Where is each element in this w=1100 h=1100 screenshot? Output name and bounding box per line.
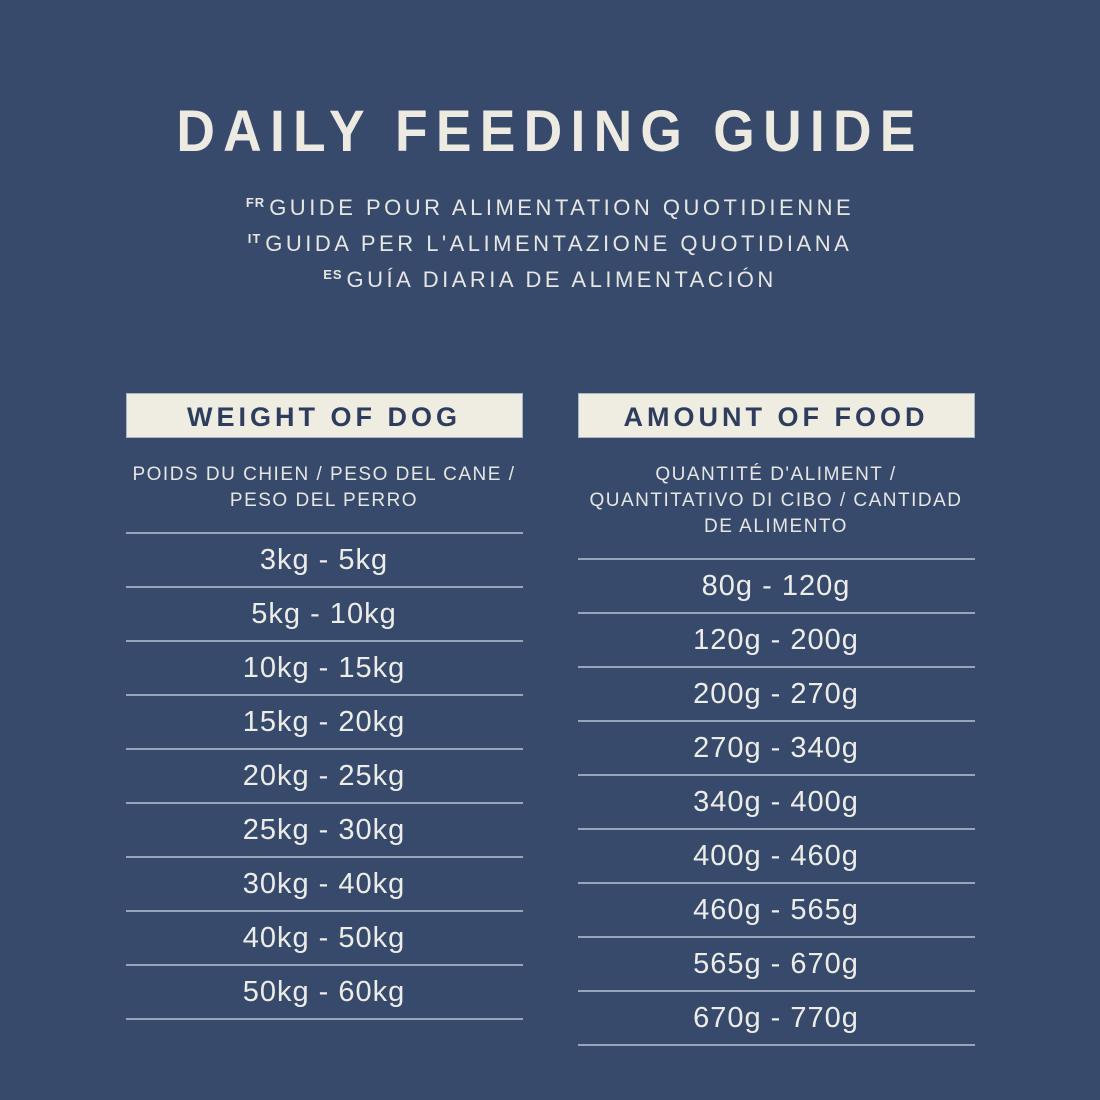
subtitle-fr-text: GUIDE POUR ALIMENTATION QUOTIDIENNE (269, 195, 855, 220)
subtitle-es: ES GUÍA DIARIA DE ALIMENTACIÓN (0, 259, 1100, 295)
table-row: 50kg - 60kg (125, 966, 523, 1020)
amount-rows: 80g - 120g 120g - 200g 200g - 270g 270g … (577, 558, 975, 1046)
table-row: 80g - 120g (577, 560, 975, 614)
table-row: 200g - 270g (577, 668, 975, 722)
table-row: 5kg - 10kg (125, 588, 523, 642)
weight-column: WEIGHT OF DOG POIDS DU CHIEN / PESO DEL … (125, 393, 523, 1046)
table-row: 10kg - 15kg (125, 642, 523, 696)
table-row: 340g - 400g (577, 776, 975, 830)
weight-rows: 3kg - 5kg 5kg - 10kg 10kg - 15kg 15kg - … (125, 532, 523, 1020)
table-row: 25kg - 30kg (125, 804, 523, 858)
amount-column-subheader: QUANTITÉ D'ALIMENT / QUANTITATIVO DI CIB… (589, 464, 963, 537)
lang-tag-es: ES (323, 267, 343, 282)
weight-column-header: WEIGHT OF DOG (125, 393, 523, 438)
table-row: 3kg - 5kg (125, 534, 523, 588)
lang-tag-fr: FR (245, 195, 266, 210)
table-row: 670g - 770g (577, 992, 975, 1046)
page-title: DAILY FEEDING GUIDE (176, 99, 924, 164)
subtitle-es-text: GUÍA DIARIA DE ALIMENTACIÓN (346, 267, 777, 292)
table-row: 270g - 340g (577, 722, 975, 776)
feeding-table: WEIGHT OF DOG POIDS DU CHIEN / PESO DEL … (0, 393, 1100, 1046)
table-row: 565g - 670g (577, 938, 975, 992)
amount-column: AMOUNT OF FOOD QUANTITÉ D'ALIMENT / QUAN… (577, 393, 975, 1046)
table-row: 15kg - 20kg (125, 696, 523, 750)
subtitle-block: FR GUIDE POUR ALIMENTATION QUOTIDIENNE IT… (0, 187, 1100, 295)
table-row: 460g - 565g (577, 884, 975, 938)
lang-tag-it: IT (247, 231, 262, 246)
table-row: 40kg - 50kg (125, 912, 523, 966)
table-row: 20kg - 25kg (125, 750, 523, 804)
table-row: 30kg - 40kg (125, 858, 523, 912)
table-row: 120g - 200g (577, 614, 975, 668)
amount-column-header: AMOUNT OF FOOD (577, 393, 975, 438)
table-row: 400g - 460g (577, 830, 975, 884)
subtitle-it-text: GUIDA PER L'ALIMENTAZIONE QUOTIDIANA (265, 231, 853, 256)
subtitle-fr: FR GUIDE POUR ALIMENTATION QUOTIDIENNE (0, 187, 1100, 223)
weight-column-subheader: POIDS DU CHIEN / PESO DEL CANE / PESO DE… (132, 464, 516, 511)
subtitle-it: IT GUIDA PER L'ALIMENTAZIONE QUOTIDIANA (0, 223, 1100, 259)
